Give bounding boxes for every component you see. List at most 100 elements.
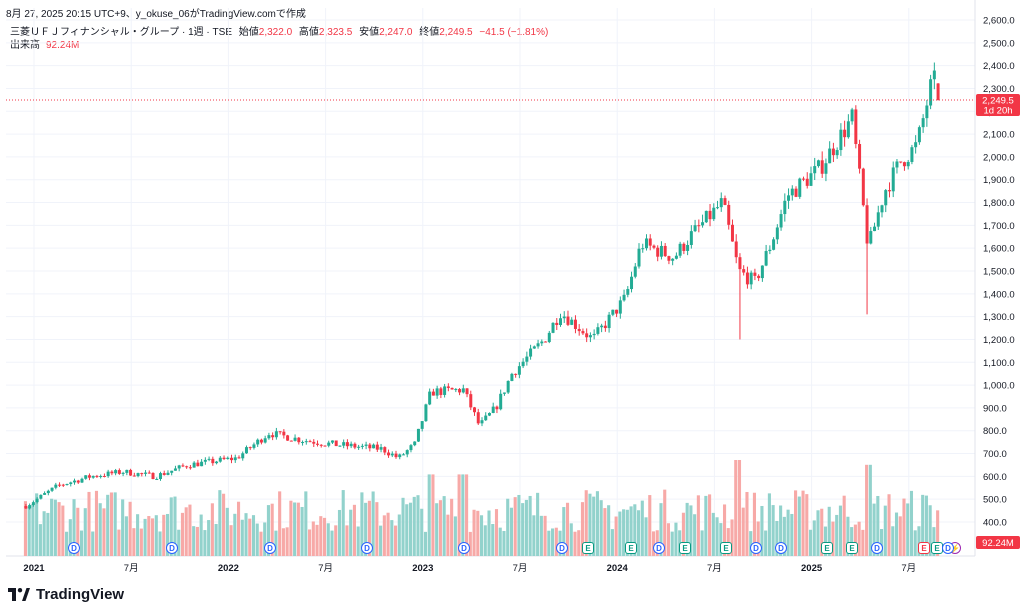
volume-bar <box>689 505 693 556</box>
volume-bar <box>670 531 674 556</box>
candle-body <box>233 457 237 461</box>
volume-value: 92.24M <box>46 40 80 51</box>
volume-bar <box>502 530 506 556</box>
event-label: E <box>921 544 927 553</box>
candle-body <box>686 244 690 251</box>
volume-bar <box>326 523 330 556</box>
volume-bar <box>289 500 293 556</box>
candle-body <box>570 319 574 325</box>
price-chart[interactable]: 2,600.02,500.02,400.02,300.02,200.02,100… <box>0 0 1024 580</box>
candle-body <box>637 248 641 267</box>
volume-bar <box>278 491 282 556</box>
time-tick-label: 2021 <box>23 563 45 574</box>
volume-bar <box>513 497 517 556</box>
volume-bar <box>390 520 394 556</box>
volume-bar <box>117 529 121 556</box>
dividend-event-icon[interactable]: D <box>653 542 665 554</box>
candle-body <box>742 269 746 273</box>
symbol-legend[interactable]: 三菱ＵＦＪフィナンシャル・グループ · 1週 · TSE 始値2,322.0 高… <box>10 23 548 38</box>
candle-body <box>207 458 211 460</box>
candle-body <box>491 406 495 413</box>
volume-bar <box>906 503 910 556</box>
earnings-event-icon[interactable]: E <box>582 542 594 554</box>
volume-bar <box>782 516 786 556</box>
volume-legend[interactable]: 出来高 92.24M <box>10 36 79 51</box>
earnings-event-icon[interactable]: E <box>625 542 637 554</box>
volume-bar <box>207 520 211 556</box>
candle-body <box>693 225 697 232</box>
candle-body <box>226 457 230 460</box>
volume-bar <box>192 526 196 556</box>
dividend-event-icon[interactable]: D <box>775 542 787 554</box>
volume-bar <box>565 502 570 556</box>
dividend-event-icon[interactable]: D <box>750 542 762 554</box>
volume-bar <box>416 495 420 556</box>
price-tick-label: 1,700.0 <box>983 221 1015 232</box>
candle-body <box>454 389 458 391</box>
volume-bar <box>412 496 416 556</box>
candle-body <box>390 453 394 456</box>
volume-label[interactable]: 出来高 <box>10 40 40 51</box>
volume-bar <box>580 502 585 556</box>
symbol-title[interactable]: 三菱ＵＦＪフィナンシャル・グループ · 1週 · TSE <box>10 27 232 38</box>
volume-bar <box>53 499 57 556</box>
volume-bar <box>72 499 76 556</box>
earnings-event-icon[interactable]: E <box>931 542 943 554</box>
dividend-event-icon[interactable]: D <box>166 542 178 554</box>
candle-body <box>562 316 566 319</box>
earnings-event-icon[interactable]: E <box>846 542 858 554</box>
candle-body <box>615 309 619 314</box>
candle-body <box>884 190 888 206</box>
candle-body <box>611 309 615 315</box>
event-label: D <box>267 544 273 553</box>
volume-bar <box>715 517 719 556</box>
volume-bar <box>446 514 450 556</box>
dividend-event-icon[interactable]: D <box>458 542 470 554</box>
candle-body <box>727 204 731 225</box>
earnings-event-icon[interactable]: E <box>720 542 732 554</box>
volume-bar <box>876 495 880 556</box>
candle-body <box>230 457 234 461</box>
candle-body <box>166 472 170 475</box>
volume-bar <box>584 490 588 556</box>
volume-bar <box>379 525 383 556</box>
volume-bar <box>102 508 106 556</box>
candle-body <box>338 445 342 447</box>
volume-tag <box>976 536 1020 549</box>
candle-body <box>902 162 906 167</box>
dividend-event-icon[interactable]: D <box>361 542 373 554</box>
dividend-event-icon[interactable]: D <box>556 542 568 554</box>
earnings-event-icon[interactable]: E <box>679 542 691 554</box>
dividend-event-icon[interactable]: D <box>942 542 954 554</box>
event-label: D <box>753 544 759 553</box>
candle-body <box>35 498 39 503</box>
candle-body <box>846 121 850 138</box>
volume-bar <box>188 504 192 556</box>
dividend-event-icon[interactable]: D <box>264 542 276 554</box>
volume-bar <box>236 501 241 556</box>
price-tick-label: 1,600.0 <box>983 244 1015 255</box>
earnings-event-icon[interactable]: E <box>821 542 833 554</box>
candle-body <box>420 421 424 429</box>
volume-bar <box>31 504 35 556</box>
volume-bar <box>607 505 611 556</box>
candle-body <box>158 473 162 480</box>
candle-body <box>779 214 783 228</box>
volume-bar <box>857 521 861 556</box>
dividend-event-icon[interactable]: D <box>871 542 883 554</box>
earnings-miss-event-icon[interactable]: E <box>918 542 930 554</box>
candle-body <box>521 361 525 367</box>
candle-body <box>716 207 720 209</box>
dividend-event-icon[interactable]: D <box>68 542 80 554</box>
volume-bar <box>547 530 551 556</box>
candle-body <box>140 473 144 475</box>
volume-bar <box>521 503 525 556</box>
candle-body <box>409 445 413 451</box>
candle-body <box>925 105 929 119</box>
candle-body <box>573 319 577 329</box>
volume-bar <box>468 531 472 556</box>
candle-body <box>443 386 447 395</box>
volume-bar <box>779 505 783 556</box>
candle-body <box>256 439 260 445</box>
low-value: 2,247.0 <box>379 27 413 38</box>
